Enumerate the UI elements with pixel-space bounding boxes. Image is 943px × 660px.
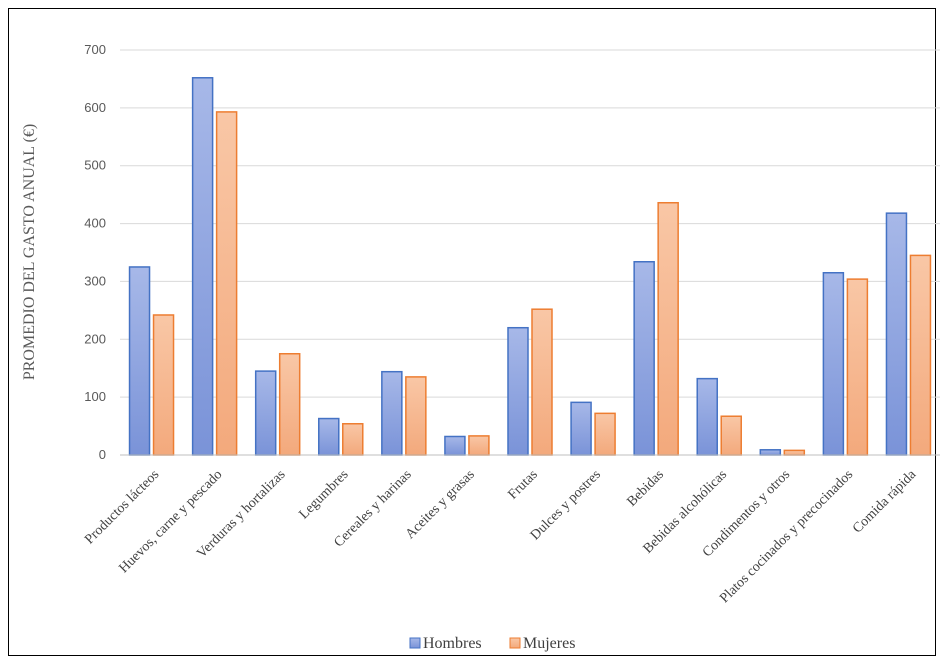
y-axis-label: PROMEDIO DEL GASTO ANUAL (€) (21, 124, 38, 380)
bar-mujeres-10 (783, 449, 806, 456)
y-tick-label: 200 (84, 331, 106, 346)
bar-hombres-7 (570, 401, 592, 456)
bar-hombres-6 (507, 326, 529, 456)
bar-mujeres-12 (909, 254, 932, 456)
bar-hombres-12 (885, 212, 908, 456)
bar-hombres-10 (759, 449, 782, 456)
legend-label-hombres: Hombres (423, 635, 482, 652)
bar-hombres-4 (381, 370, 403, 456)
bar-mujeres-5 (468, 435, 490, 456)
bar-hombres-9 (696, 377, 718, 456)
bars (128, 77, 932, 456)
bar-hombres-2 (254, 370, 277, 456)
bar-mujeres-0 (152, 314, 175, 456)
bar-mujeres-6 (531, 308, 553, 456)
x-tick-label: Comida rápida (850, 467, 920, 537)
y-axis-ticks: 0 100 200 300 400 500 600 700 (84, 42, 106, 462)
gridlines (120, 49, 940, 398)
bar-mujeres-8 (657, 201, 679, 456)
y-tick-label: 600 (84, 100, 106, 115)
bar-mujeres-4 (405, 376, 427, 456)
bar-mujeres-11 (846, 278, 869, 456)
legend: Hombres Mujeres (409, 635, 575, 652)
bar-mujeres-1 (215, 111, 238, 456)
bar-mujeres-7 (594, 412, 616, 456)
bar-hombres-11 (822, 272, 845, 456)
bar-hombres-3 (318, 417, 340, 456)
bar-hombres-5 (444, 435, 466, 456)
y-tick-label: 0 (99, 447, 106, 462)
y-tick-label: 300 (84, 273, 106, 288)
x-tick-label: Huevos, carne y pescado (116, 467, 225, 576)
bar-mujeres-2 (278, 353, 301, 456)
bar-hombres-8 (633, 261, 655, 456)
y-tick-label: 100 (84, 389, 106, 404)
bar-mujeres-3 (342, 423, 364, 456)
y-tick-label: 500 (84, 158, 106, 173)
x-tick-label: Aceites y grasas (403, 467, 478, 542)
x-tick-label: Platos cocinados y precocinados (717, 467, 856, 606)
y-tick-label: 400 (84, 216, 106, 231)
legend-swatch-hombres (409, 637, 421, 649)
x-tick-label: Bebidas (624, 467, 667, 510)
bar-hombres-1 (191, 77, 214, 456)
bar-hombres-0 (128, 266, 151, 456)
x-tick-label: Frutas (505, 467, 540, 502)
legend-label-mujeres: Mujeres (523, 635, 575, 652)
y-tick-label: 700 (84, 42, 106, 57)
x-tick-label: Legumbres (296, 467, 351, 522)
legend-swatch-mujeres (509, 637, 521, 649)
bar-mujeres-9 (720, 415, 742, 456)
